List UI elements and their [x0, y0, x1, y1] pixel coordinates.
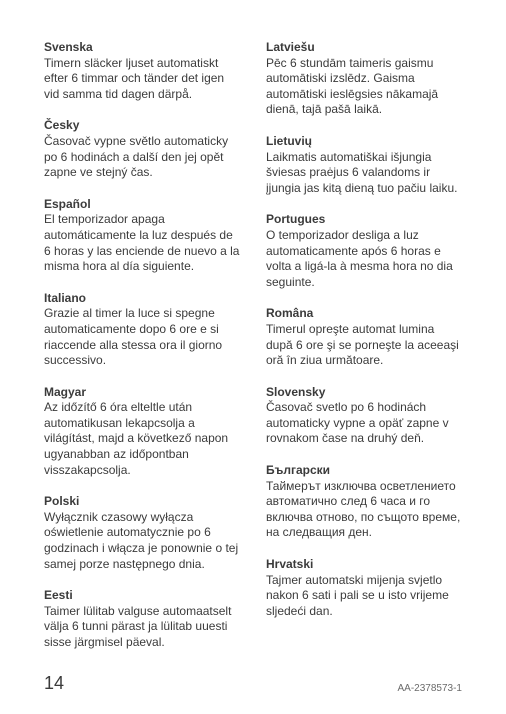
- lang-desc: Az időzítő 6 óra elteltle után automatik…: [44, 400, 240, 478]
- lang-desc: Grazie al timer la luce si spegne automa…: [44, 306, 240, 368]
- page: Svenska Timern släcker ljuset automatisk…: [0, 0, 506, 714]
- entry-lietuviu: Lietuvių Laikmatis automatiškai išjungia…: [266, 134, 462, 196]
- document-id: AA-2378573-1: [398, 683, 463, 694]
- lang-label: Eesti: [44, 588, 240, 604]
- lang-label: Magyar: [44, 385, 240, 401]
- lang-label: Español: [44, 197, 240, 213]
- lang-label: Български: [266, 463, 462, 479]
- entry-italiano: Italiano Grazie al timer la luce si speg…: [44, 291, 240, 369]
- page-number: 14: [44, 673, 64, 694]
- entry-polski: Polski Wyłącznik czasowy wyłącza oświetl…: [44, 494, 240, 572]
- entry-eesti: Eesti Taimer lülitab valguse automaatsel…: [44, 588, 240, 650]
- left-column: Svenska Timern släcker ljuset automatisk…: [44, 40, 240, 667]
- entry-portugues: Portugues O temporizador desliga a luz a…: [266, 212, 462, 290]
- entry-cesky: Česky Časovač vypne světlo automaticky p…: [44, 118, 240, 180]
- lang-desc: Časovač vypne světlo automaticky po 6 ho…: [44, 134, 240, 181]
- entry-hrvatski: Hrvatski Tajmer automatski mijenja svjet…: [266, 557, 462, 619]
- lang-desc: Timerul opreşte automat lumina după 6 or…: [266, 322, 462, 369]
- lang-label: Hrvatski: [266, 557, 462, 573]
- lang-desc: Časovač svetlo po 6 hodinách automaticky…: [266, 400, 462, 447]
- lang-label: Lietuvių: [266, 134, 462, 150]
- lang-label: Româna: [266, 306, 462, 322]
- lang-label: Slovensky: [266, 385, 462, 401]
- lang-desc: Laikmatis automatiškai išjungia šviesas …: [266, 150, 462, 197]
- lang-desc: Taimer lülitab valguse automaatselt välj…: [44, 604, 240, 651]
- lang-desc: Таймерът изключва осветлението автоматич…: [266, 479, 462, 541]
- lang-label: Latviešu: [266, 40, 462, 56]
- footer: 14 AA-2378573-1: [44, 673, 462, 694]
- lang-desc: El temporizador apaga automáticamente la…: [44, 212, 240, 274]
- lang-label: Portugues: [266, 212, 462, 228]
- lang-label: Polski: [44, 494, 240, 510]
- columns: Svenska Timern släcker ljuset automatisk…: [44, 40, 462, 667]
- lang-desc: Pēc 6 stundām taimeris gaismu automātisk…: [266, 56, 462, 118]
- lang-label: Italiano: [44, 291, 240, 307]
- entry-romana: Româna Timerul opreşte automat lumina du…: [266, 306, 462, 368]
- lang-label: Svenska: [44, 40, 240, 56]
- entry-slovensky: Slovensky Časovač svetlo po 6 hodinách a…: [266, 385, 462, 447]
- right-column: Latviešu Pēc 6 stundām taimeris gaismu a…: [266, 40, 462, 667]
- lang-desc: Tajmer automatski mijenja svjetlo nakon …: [266, 573, 462, 620]
- entry-latviesu: Latviešu Pēc 6 stundām taimeris gaismu a…: [266, 40, 462, 118]
- lang-desc: O temporizador desliga a luz automaticam…: [266, 228, 462, 290]
- lang-desc: Wyłącznik czasowy wyłącza oświetlenie au…: [44, 510, 240, 572]
- entry-bulgarski: Български Таймерът изключва осветлението…: [266, 463, 462, 541]
- entry-svenska: Svenska Timern släcker ljuset automatisk…: [44, 40, 240, 102]
- lang-label: Česky: [44, 118, 240, 134]
- lang-desc: Timern släcker ljuset automatiskt efter …: [44, 56, 240, 103]
- entry-magyar: Magyar Az időzítő 6 óra elteltle után au…: [44, 385, 240, 479]
- entry-espanol: Español El temporizador apaga automática…: [44, 197, 240, 275]
